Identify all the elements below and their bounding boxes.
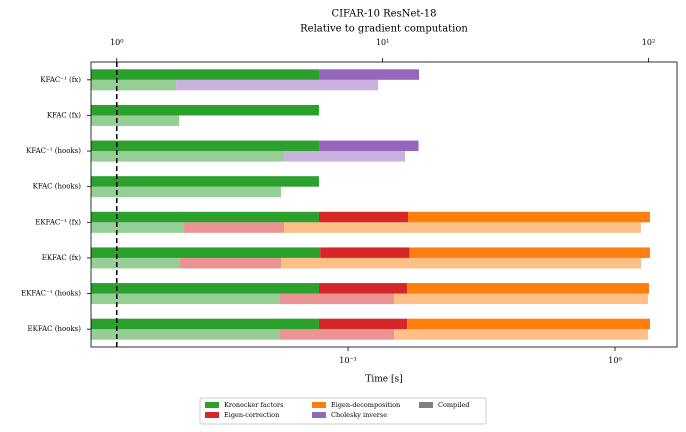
bar-segment [320,247,410,258]
bar-segment [407,318,651,330]
y-tick-label: EKFAC (fx) [42,254,81,262]
bar-segment [91,329,281,340]
legend-label: Kronecker factors [224,401,283,409]
y-tick-label: EKFAC⁻¹ (fx) [35,218,81,226]
bar-segment [318,283,408,294]
legend-label: Eigen-correction [224,411,279,419]
bar-segment [91,115,180,126]
bar-segment [318,69,420,80]
y-tick-label: KFAC (hooks) [33,183,82,191]
x-tick-label: 10⁰ [608,356,621,365]
legend-label: Cholesky inverse [331,411,387,419]
bar-segment [91,186,282,198]
x2-tick-label: 10⁰ [110,38,123,47]
bar-segment [91,69,319,80]
bar-segment [180,257,282,269]
bar-segment [280,293,395,305]
plot-frame [90,61,678,348]
x-tick-label: 10⁻¹ [339,356,357,365]
x-axis-label: Time [s] [365,375,402,385]
bar-segment [91,293,281,305]
y-tick-label: KFAC⁻¹ (hooks) [26,147,81,155]
bar-segment [318,140,419,152]
bar-segment [91,222,185,233]
bar-segment [318,318,408,330]
bar-segment [91,79,177,91]
y-tick-label: EKFAC⁻¹ (hooks) [21,290,81,298]
legend-swatch [312,402,326,408]
bar-segment [318,211,409,223]
bar-segment [91,257,181,269]
bar-segment [284,151,406,162]
bar-segment [91,211,319,223]
legend: Kronecker factors Eigen-correction Eigen-d… [199,397,487,425]
bar-segment [280,329,395,340]
bar-segment [91,151,285,162]
chart-subtitle: Relative to gradient computation [300,24,468,35]
legend-swatch [312,412,326,418]
bar-segment [394,329,648,340]
bar-segment [284,222,641,233]
y-tick-label: KFAC (fx) [47,111,81,119]
bar-segment [91,140,319,152]
chart-title: CIFAR-10 ResNet-18 [331,9,436,20]
bar-segment [409,247,650,258]
bar-segment [91,283,319,294]
bar-segment [91,104,319,116]
bar-segment [394,293,648,305]
bar-segment [281,257,641,269]
bar-segment [184,222,285,233]
y-tick-label: EKFAC (hooks) [28,325,82,333]
bar-segment [176,79,379,91]
bar-segment [407,283,649,294]
x2-tick-label: 10¹ [376,38,389,47]
legend-label: Eigen-decomposition [331,401,400,409]
legend-label: Compiled [438,401,469,409]
legend-frame [199,397,487,425]
bar-segment [91,176,319,187]
legend-swatch [205,402,219,408]
x2-tick-label: 10² [642,38,655,47]
legend-swatch [419,402,433,408]
bar-segment [91,247,321,258]
legend-swatch [205,412,219,418]
bar-segment [408,211,650,223]
bar-segment [91,318,319,330]
y-tick-label: KFAC⁻¹ (fx) [40,76,81,84]
